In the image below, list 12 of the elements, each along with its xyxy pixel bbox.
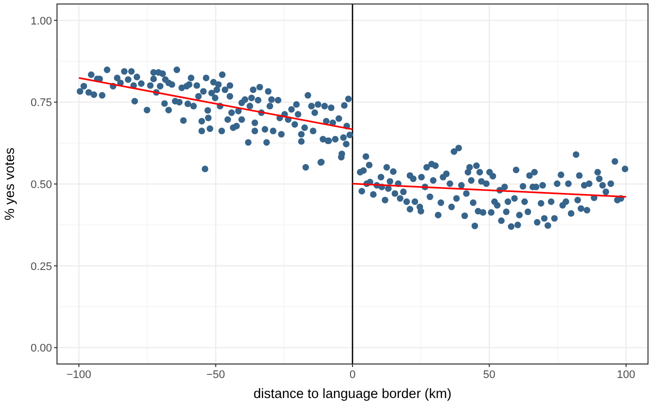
x-axis-title: distance to language border (km) bbox=[253, 386, 452, 401]
y-tick-label: 0.50 bbox=[30, 179, 52, 191]
x-tick-label: −100 bbox=[66, 369, 92, 381]
y-tick-label: 1.00 bbox=[30, 15, 52, 28]
x-tick-label: 50 bbox=[483, 369, 496, 381]
y-tick-label: 0.75 bbox=[30, 97, 52, 110]
y-tick-label: 0.25 bbox=[30, 260, 52, 273]
y-axis-title: % yes votes bbox=[2, 147, 17, 220]
x-tick-label: 0 bbox=[349, 369, 356, 381]
x-tick-label: −50 bbox=[206, 369, 226, 381]
y-tick-label: 0.00 bbox=[30, 342, 52, 355]
x-tick-label: 100 bbox=[616, 369, 636, 381]
